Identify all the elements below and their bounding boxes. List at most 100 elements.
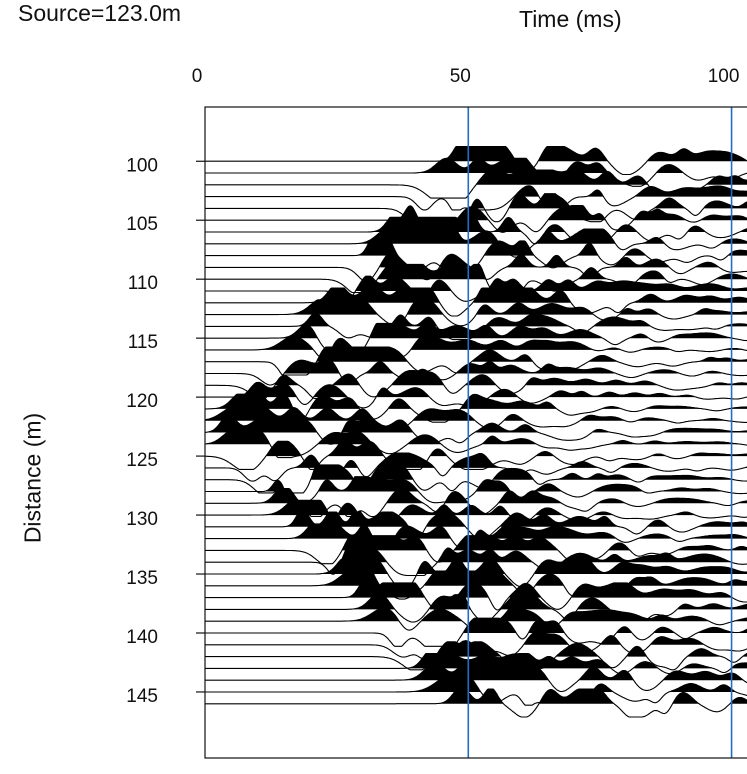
trace-126 <box>205 452 747 482</box>
trace-115 <box>205 322 747 352</box>
y-tick-label-130: 130 <box>126 509 158 530</box>
trace-fill-125 <box>266 441 747 457</box>
trace-132 <box>205 523 747 550</box>
trace-line-136 <box>205 570 747 600</box>
y-tick-label-145: 145 <box>126 686 158 707</box>
trace-group <box>205 145 747 718</box>
trace-107 <box>205 228 747 258</box>
trace-fill-135 <box>321 559 747 574</box>
trace-line-104 <box>205 193 747 223</box>
trace-fill-132 <box>291 523 747 539</box>
trace-fill-107 <box>357 229 747 244</box>
trace-fill-130 <box>266 500 696 516</box>
trace-line-142 <box>205 641 747 671</box>
trace-line-118 <box>205 358 747 386</box>
trace-143 <box>205 653 747 675</box>
trace-116 <box>205 334 747 362</box>
trace-line-126 <box>205 452 747 482</box>
trace-line-134 <box>205 546 747 577</box>
trace-line-144 <box>205 664 747 693</box>
trace-136 <box>205 570 747 600</box>
trace-line-124 <box>205 429 747 459</box>
trace-130 <box>205 499 747 527</box>
y-tick-label-140: 140 <box>126 627 158 648</box>
trace-line-110 <box>205 263 747 294</box>
trace-line-125 <box>205 440 747 470</box>
trace-line-146 <box>205 688 747 718</box>
trace-146 <box>205 688 747 718</box>
trace-fill-146 <box>439 689 747 704</box>
trace-line-112 <box>205 287 747 317</box>
trace-fill-145 <box>411 677 736 692</box>
trace-112 <box>205 287 747 317</box>
trace-100 <box>205 145 747 176</box>
x-tick-group: 0 50 100 <box>192 66 740 87</box>
trace-line-132 <box>205 523 747 550</box>
trace-fill-144 <box>405 665 744 681</box>
x-tick-label-100: 100 <box>708 66 740 87</box>
trace-line-100 <box>205 145 747 176</box>
trace-fill-127 <box>311 464 733 480</box>
trace-105 <box>205 204 747 234</box>
trace-fill-113 <box>289 299 747 315</box>
y-tick-label-115: 115 <box>128 332 158 353</box>
y-tick-label-125: 125 <box>126 450 158 471</box>
trace-fill-120 <box>238 382 696 398</box>
trace-117 <box>205 346 747 376</box>
trace-fill-133 <box>342 535 747 551</box>
trace-line-143 <box>205 653 747 675</box>
trace-118 <box>205 358 747 386</box>
x-axis-label: Time (ms) <box>519 6 622 32</box>
trace-104 <box>205 193 747 223</box>
trace-127 <box>205 464 747 494</box>
trace-145 <box>205 676 747 706</box>
x-tick-label-0: 0 <box>192 66 203 87</box>
trace-fill-106 <box>372 217 747 232</box>
trace-134 <box>205 546 747 577</box>
trace-fill-138 <box>352 594 747 610</box>
y-tick-label-110: 110 <box>128 273 158 294</box>
trace-fill-118 <box>284 359 724 374</box>
trace-119 <box>205 370 747 400</box>
trace-fill-139 <box>351 606 747 622</box>
trace-125 <box>205 440 747 470</box>
trace-line-115 <box>205 322 747 352</box>
y-tick-label-100: 100 <box>126 155 158 176</box>
trace-fill-126 <box>295 453 747 468</box>
trace-fill-137 <box>347 582 733 598</box>
trace-line-145 <box>205 676 747 706</box>
trace-fill-111 <box>355 276 747 291</box>
trace-fill-105 <box>396 205 747 221</box>
trace-line-119 <box>205 370 747 400</box>
trace-fill-116 <box>260 335 744 350</box>
trace-line-140 <box>205 617 747 647</box>
trace-fill-136 <box>318 571 747 586</box>
trace-fill-122 <box>205 406 726 421</box>
trace-fill-134 <box>341 547 732 563</box>
y-tick-label-105: 105 <box>126 214 158 235</box>
trace-line-123 <box>205 417 747 445</box>
trace-line-105 <box>205 204 747 234</box>
trace-135 <box>205 558 747 588</box>
trace-fill-100 <box>440 146 747 162</box>
trace-fill-110 <box>378 264 747 280</box>
trace-line-116 <box>205 334 747 362</box>
trace-line-107 <box>205 228 747 258</box>
source-label: Source=123.0m <box>18 0 182 26</box>
trace-142 <box>205 641 747 671</box>
trace-fill-112 <box>312 288 747 303</box>
trace-144 <box>205 664 747 693</box>
trace-140 <box>205 617 747 647</box>
y-tick-group: 100 105 110 115 120 125 130 135 140 145 <box>126 155 205 707</box>
trace-fill-102 <box>476 170 747 185</box>
plot-frame <box>204 106 747 759</box>
y-tick-label-120: 120 <box>126 391 158 412</box>
trace-fill-103 <box>514 185 747 197</box>
x-tick-label-50: 50 <box>450 66 471 87</box>
trace-122 <box>205 405 747 432</box>
trace-line-122 <box>205 405 747 432</box>
trace-line-117 <box>205 346 747 376</box>
trace-113 <box>205 299 747 327</box>
trace-fill-140 <box>463 618 747 633</box>
